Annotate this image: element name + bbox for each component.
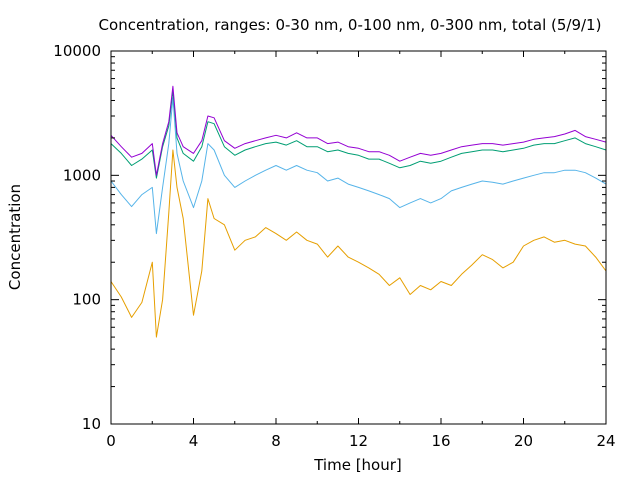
y-axis-label: Concentration — [6, 184, 24, 290]
chart-title: Concentration, ranges: 0-30 nm, 0-100 nm… — [99, 16, 602, 34]
y-tick-label: 1000 — [63, 166, 101, 184]
y-axis: 10 100 1000 10000 — [53, 42, 606, 433]
x-tick-label: 20 — [514, 432, 533, 450]
x-tick-label: 24 — [596, 432, 615, 450]
y-tick-label: 10 — [82, 415, 101, 433]
series-line-3 — [110, 90, 607, 179]
series-line-2 — [110, 97, 607, 235]
x-tick-label: 0 — [106, 432, 116, 450]
x-tick-label: 4 — [189, 432, 199, 450]
x-tick-label: 8 — [271, 432, 281, 450]
x-axis: 0 4 8 12 16 20 24 — [106, 51, 616, 450]
series-line-4 — [110, 85, 607, 176]
y-tick-label: 10000 — [53, 42, 101, 60]
plot-area — [110, 85, 607, 338]
series-line-1 — [110, 149, 607, 338]
y-tick-label: 100 — [72, 291, 101, 309]
x-tick-label: 12 — [349, 432, 368, 450]
x-axis-label: Time [hour] — [313, 456, 402, 474]
x-tick-label: 16 — [431, 432, 450, 450]
